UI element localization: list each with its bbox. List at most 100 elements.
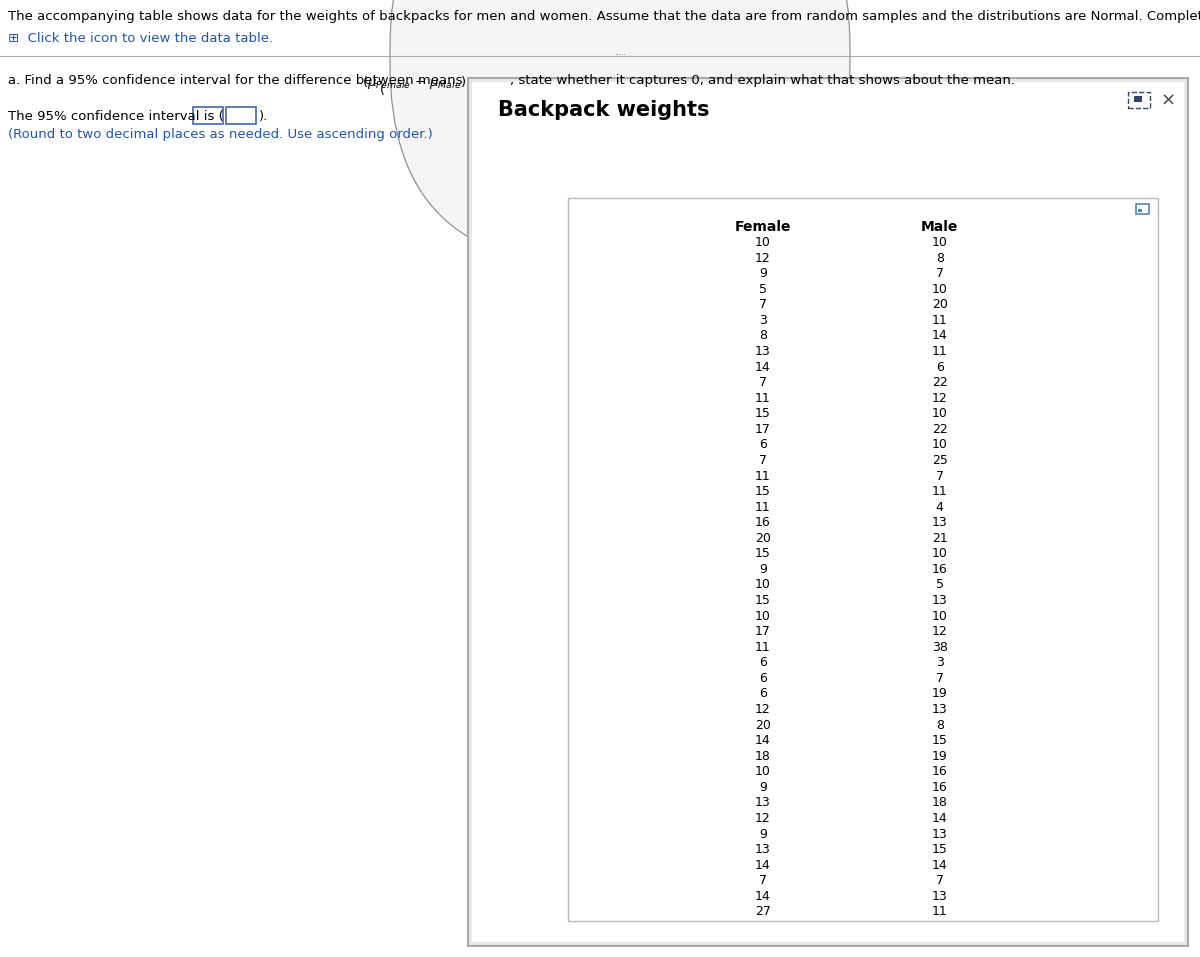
Bar bbox=[1134, 96, 1142, 102]
Text: ($\mu_{Female}$ $-$ $\mu_{Male}$): ($\mu_{Female}$ $-$ $\mu_{Male}$) bbox=[362, 74, 467, 91]
Text: Backpack weights: Backpack weights bbox=[498, 100, 709, 120]
Text: Female: Female bbox=[734, 220, 791, 234]
Text: 13: 13 bbox=[932, 594, 948, 607]
Text: 15: 15 bbox=[755, 485, 770, 498]
Text: 10: 10 bbox=[931, 547, 948, 561]
Text: 7: 7 bbox=[936, 672, 943, 685]
Text: 7: 7 bbox=[936, 470, 943, 482]
Text: 7: 7 bbox=[758, 376, 767, 389]
Text: The accompanying table shows data for the weights of backpacks for men and women: The accompanying table shows data for th… bbox=[8, 10, 1200, 23]
Text: 9: 9 bbox=[758, 828, 767, 840]
Text: 20: 20 bbox=[755, 532, 770, 545]
Text: 25: 25 bbox=[931, 454, 948, 467]
Text: 14: 14 bbox=[932, 812, 948, 825]
Text: 20: 20 bbox=[931, 299, 948, 311]
Text: 27: 27 bbox=[755, 905, 770, 919]
Text: 15: 15 bbox=[931, 843, 948, 857]
Text: 10: 10 bbox=[755, 578, 770, 591]
Text: 10: 10 bbox=[931, 236, 948, 249]
Text: 10: 10 bbox=[931, 610, 948, 623]
Bar bbox=[568, 198, 1158, 921]
Text: 12: 12 bbox=[932, 625, 948, 638]
Text: 13: 13 bbox=[932, 516, 948, 529]
Text: 11: 11 bbox=[932, 314, 948, 327]
Text: 11: 11 bbox=[755, 470, 770, 482]
FancyBboxPatch shape bbox=[468, 78, 1188, 946]
Text: 15: 15 bbox=[755, 594, 770, 607]
Text: (Round to two decimal places as needed. Use ascending order.): (Round to two decimal places as needed. … bbox=[8, 128, 433, 141]
Text: 3: 3 bbox=[936, 657, 943, 669]
Text: 13: 13 bbox=[755, 796, 770, 810]
Text: 18: 18 bbox=[755, 749, 770, 763]
Text: 14: 14 bbox=[755, 361, 770, 373]
Text: ·····: ····· bbox=[614, 52, 626, 60]
Text: 17: 17 bbox=[755, 423, 770, 435]
Text: 10: 10 bbox=[755, 236, 770, 249]
Text: Male: Male bbox=[922, 220, 959, 234]
Text: (: ( bbox=[380, 84, 385, 97]
Text: 11: 11 bbox=[755, 391, 770, 405]
Text: 7: 7 bbox=[936, 875, 943, 887]
Text: 14: 14 bbox=[755, 734, 770, 747]
Text: 16: 16 bbox=[932, 781, 948, 794]
Text: 13: 13 bbox=[755, 345, 770, 358]
Text: 4: 4 bbox=[936, 501, 943, 514]
Text: 5: 5 bbox=[936, 578, 943, 591]
Text: 19: 19 bbox=[932, 749, 948, 763]
Bar bbox=[1128, 92, 1150, 108]
Text: 10: 10 bbox=[931, 282, 948, 296]
Text: ⊞  Click the icon to view the data table.: ⊞ Click the icon to view the data table. bbox=[8, 32, 274, 45]
Text: 3: 3 bbox=[758, 314, 767, 327]
Text: 11: 11 bbox=[932, 485, 948, 498]
Text: 6: 6 bbox=[758, 687, 767, 701]
Text: 9: 9 bbox=[758, 781, 767, 794]
Text: 15: 15 bbox=[755, 408, 770, 420]
Text: ×: × bbox=[1160, 92, 1176, 110]
Bar bbox=[1136, 204, 1150, 214]
Text: 12: 12 bbox=[932, 391, 948, 405]
Text: 21: 21 bbox=[932, 532, 948, 545]
Text: 13: 13 bbox=[932, 890, 948, 902]
Text: 8: 8 bbox=[758, 329, 767, 343]
Text: 20: 20 bbox=[755, 719, 770, 731]
Text: 10: 10 bbox=[755, 766, 770, 778]
Text: 18: 18 bbox=[931, 796, 948, 810]
Text: 6: 6 bbox=[758, 657, 767, 669]
Text: 8: 8 bbox=[936, 252, 943, 264]
Text: 16: 16 bbox=[755, 516, 770, 529]
Text: 10: 10 bbox=[931, 438, 948, 452]
Text: 12: 12 bbox=[755, 812, 770, 825]
Text: 17: 17 bbox=[755, 625, 770, 638]
Text: 11: 11 bbox=[755, 641, 770, 654]
Text: 7: 7 bbox=[758, 299, 767, 311]
Bar bbox=[1138, 209, 1142, 212]
Text: 14: 14 bbox=[755, 890, 770, 902]
Text: 11: 11 bbox=[932, 345, 948, 358]
Text: 15: 15 bbox=[931, 734, 948, 747]
Text: 15: 15 bbox=[755, 547, 770, 561]
Text: 7: 7 bbox=[936, 267, 943, 280]
Text: 8: 8 bbox=[936, 719, 943, 731]
Text: 13: 13 bbox=[932, 703, 948, 716]
Text: ).: ). bbox=[259, 110, 269, 123]
Text: 13: 13 bbox=[932, 828, 948, 840]
Text: 7: 7 bbox=[758, 454, 767, 467]
Text: 38: 38 bbox=[931, 641, 948, 654]
Text: 22: 22 bbox=[932, 423, 948, 435]
Text: 11: 11 bbox=[755, 501, 770, 514]
Bar bbox=[472, 82, 1184, 942]
Text: 10: 10 bbox=[755, 610, 770, 623]
Text: 9: 9 bbox=[758, 267, 767, 280]
Text: 10: 10 bbox=[931, 408, 948, 420]
Text: 12: 12 bbox=[755, 252, 770, 264]
Text: 6: 6 bbox=[936, 361, 943, 373]
Text: 9: 9 bbox=[758, 563, 767, 576]
Text: 19: 19 bbox=[932, 687, 948, 701]
Text: 16: 16 bbox=[932, 563, 948, 576]
Text: 11: 11 bbox=[932, 905, 948, 919]
Text: , state whether it captures 0, and explain what that shows about the mean.: , state whether it captures 0, and expla… bbox=[510, 74, 1015, 87]
Bar bbox=[193, 107, 223, 124]
Bar bbox=[226, 107, 256, 124]
Text: 7: 7 bbox=[758, 875, 767, 887]
Text: 22: 22 bbox=[932, 376, 948, 389]
